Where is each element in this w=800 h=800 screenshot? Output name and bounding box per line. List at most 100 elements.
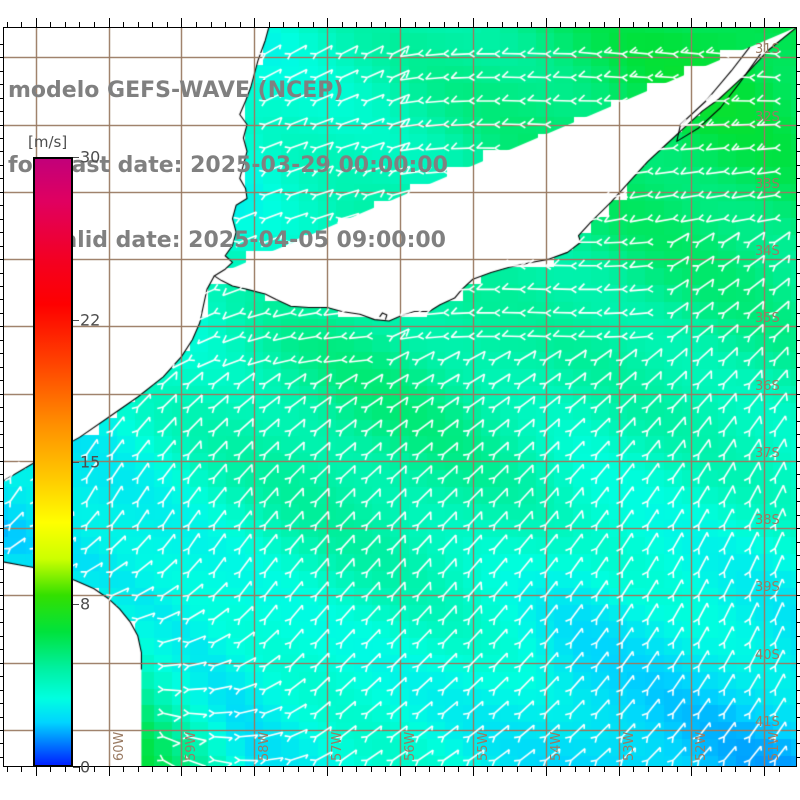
tick-right	[797, 461, 800, 462]
tick-left	[0, 380, 3, 381]
tick-bottom	[36, 767, 37, 776]
tick-top	[589, 22, 590, 27]
tick-left	[0, 394, 3, 395]
tick-left	[0, 407, 3, 408]
tick-bottom	[575, 767, 576, 772]
tick-left	[0, 676, 3, 677]
tick-left	[0, 743, 3, 744]
tick-left	[0, 353, 3, 354]
tick-right	[797, 57, 800, 58]
tick-bottom	[342, 767, 343, 772]
tick-bottom	[79, 767, 80, 772]
tick-bottom	[633, 767, 634, 772]
tick-top	[691, 18, 692, 27]
tick-left	[0, 663, 3, 664]
tick-top	[779, 22, 780, 27]
tick-left	[0, 44, 3, 45]
tick-top	[138, 22, 139, 27]
tick-right	[797, 542, 800, 543]
tick-right	[797, 219, 800, 220]
tick-bottom	[648, 767, 649, 772]
colorbar-tick-0: 0	[80, 757, 91, 777]
tick-left	[0, 501, 3, 502]
tick-bottom	[779, 767, 780, 772]
tick-right	[797, 98, 800, 99]
colorbar-tick-8: 8	[80, 594, 91, 614]
tick-top	[36, 18, 37, 27]
tick-right	[797, 555, 800, 556]
lat-label-34S: 34S	[755, 244, 780, 260]
tick-right	[797, 676, 800, 677]
tick-bottom	[211, 767, 212, 772]
tick-left	[0, 111, 3, 112]
tick-right	[797, 380, 800, 381]
tick-bottom	[254, 767, 255, 776]
tick-top	[517, 22, 518, 27]
tick-left	[0, 703, 3, 704]
lat-label-31S: 31S	[755, 42, 780, 58]
tick-top	[575, 22, 576, 27]
tick-left	[0, 528, 3, 529]
colorbar[interactable]	[33, 157, 73, 767]
map-plot-area[interactable]: 61W60W59W58W57W56W55W54W53W52W51W31S32S3…	[3, 27, 797, 767]
tick-bottom	[691, 767, 692, 776]
tick-bottom	[94, 767, 95, 772]
tick-right	[797, 528, 800, 529]
tick-top	[181, 18, 182, 27]
tick-left	[0, 622, 3, 623]
tick-bottom	[123, 767, 124, 772]
tick-top	[619, 18, 620, 27]
tick-right	[797, 299, 800, 300]
tick-top	[7, 22, 8, 27]
tick-bottom	[400, 767, 401, 776]
tick-left	[0, 125, 3, 126]
tick-top	[240, 22, 241, 27]
lat-label-36S: 36S	[755, 378, 780, 394]
tick-left	[0, 730, 3, 731]
lat-label-41S: 41S	[755, 715, 780, 730]
tick-left	[0, 595, 3, 596]
tick-right	[797, 474, 800, 475]
tick-left	[0, 542, 3, 543]
tick-bottom	[298, 767, 299, 772]
tick-bottom	[560, 767, 561, 772]
tick-right	[797, 246, 800, 247]
tick-left	[0, 555, 3, 556]
tick-left	[0, 313, 3, 314]
tick-bottom	[429, 767, 430, 772]
tick-bottom	[706, 767, 707, 772]
tick-left	[0, 232, 3, 233]
tick-bottom	[750, 767, 751, 772]
tick-right	[797, 286, 800, 287]
tick-left	[0, 757, 3, 758]
tick-top	[604, 22, 605, 27]
tick-left	[0, 138, 3, 139]
tick-right	[797, 367, 800, 368]
lon-label-52W: 52W	[694, 731, 710, 761]
tick-top	[415, 22, 416, 27]
tick-left	[0, 367, 3, 368]
tick-top	[371, 22, 372, 27]
tick-left	[0, 636, 3, 637]
lon-label-53W: 53W	[621, 731, 637, 761]
tick-bottom	[735, 767, 736, 772]
tick-bottom	[371, 767, 372, 772]
tick-top	[50, 22, 51, 27]
tick-left	[0, 609, 3, 610]
tick-top	[546, 18, 547, 27]
tick-top	[633, 22, 634, 27]
colorbar-tickmark	[73, 462, 79, 463]
tick-top	[750, 22, 751, 27]
tick-right	[797, 232, 800, 233]
tick-right	[797, 273, 800, 274]
tick-right	[797, 259, 800, 260]
tick-bottom	[458, 767, 459, 772]
tick-top	[721, 22, 722, 27]
tick-left	[0, 690, 3, 691]
tick-bottom	[327, 767, 328, 776]
tick-left	[0, 569, 3, 570]
title-model-line: modelo GEFS-WAVE (NCEP)	[8, 78, 344, 103]
tick-right	[797, 407, 800, 408]
colorbar-gradient	[33, 157, 73, 767]
tick-right	[797, 636, 800, 637]
